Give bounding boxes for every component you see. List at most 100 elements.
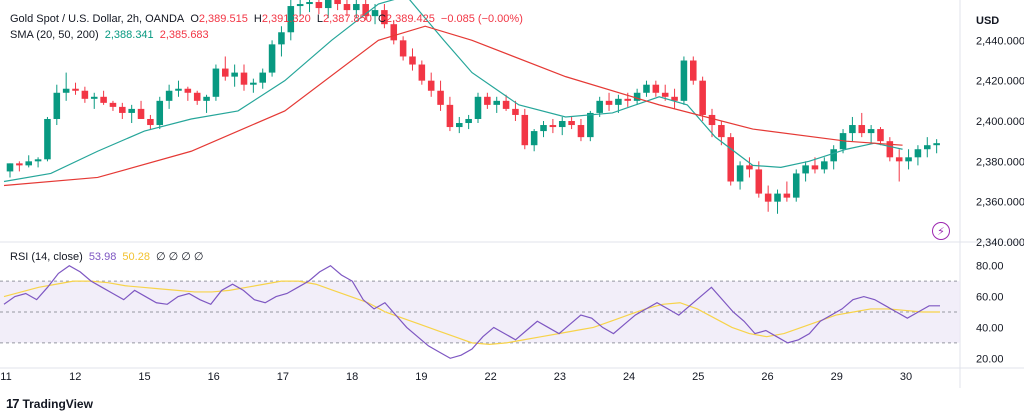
rsi-tick-label: 80.00 [976, 261, 1004, 273]
candle-body [100, 96, 107, 103]
candle-body [605, 100, 613, 105]
rsi-ma-line [3, 280, 940, 346]
candle-body [109, 102, 117, 107]
rsi-tick-label: 60.00 [976, 292, 1004, 304]
candle-body [381, 10, 388, 25]
candle-body [764, 193, 772, 202]
time-tick-label: 18 [346, 371, 358, 383]
time-tick-label: 19 [415, 371, 427, 383]
rsi-value: 53.98 [88, 251, 117, 263]
candle-body [474, 96, 482, 119]
candle-body [521, 114, 529, 146]
candle-body [633, 92, 641, 101]
price-tick-label: 2,380.000 [976, 156, 1024, 168]
time-tick-label: 15 [138, 371, 150, 383]
candle-body [465, 118, 472, 124]
candle-body [278, 32, 285, 45]
currency-label: USD [976, 15, 1000, 27]
candle-body [34, 159, 42, 162]
candle-body [334, 0, 341, 5]
candle-body [643, 84, 650, 93]
candle-body [708, 114, 716, 126]
candle-body [849, 125, 856, 134]
candle-body [821, 161, 828, 170]
candle-body [456, 123, 463, 128]
h-value: 2,391.320 [261, 13, 311, 25]
candle-body [72, 88, 79, 91]
c-value: 2,389.425 [385, 13, 435, 25]
candle-body [699, 80, 706, 115]
candle-body [53, 92, 61, 119]
candle-body [231, 72, 238, 77]
l-value: 2,387.850 [322, 13, 372, 25]
rsi-tick-label: 40.00 [976, 322, 1004, 334]
candle-body [867, 129, 875, 134]
candle-body [624, 98, 632, 101]
l-label: L [316, 13, 323, 25]
candle-body [409, 56, 416, 65]
price-tick-label: 2,420.000 [976, 76, 1024, 88]
candle-body [324, 0, 332, 9]
candle-body [727, 137, 734, 182]
candle-body [165, 90, 173, 101]
candle-body [306, 2, 313, 5]
candle-body [193, 92, 201, 101]
sma-value-2: 2,385.683 [159, 29, 209, 41]
candle-body [175, 88, 182, 91]
candle-body [16, 163, 23, 166]
change-value: −0.085 (−0.00%) [440, 13, 523, 25]
candle-body [830, 149, 837, 162]
candle-body [493, 100, 500, 105]
candle-body [399, 40, 407, 57]
candle-body [792, 173, 800, 198]
rsi-line [3, 264, 940, 359]
o-value: 2,389.515 [198, 13, 248, 25]
candle-body [6, 163, 14, 172]
candle-body [615, 98, 622, 105]
candle-body [418, 64, 426, 81]
candle-body [652, 84, 660, 93]
candle-body [119, 106, 126, 113]
candle-body [512, 108, 519, 115]
candle-body [736, 165, 744, 182]
time-tick-label: 17 [277, 371, 289, 383]
candle-body [811, 165, 819, 170]
candle-body [184, 88, 192, 93]
candle-body [914, 149, 922, 158]
candle-body [427, 80, 435, 91]
candle-body [156, 100, 164, 126]
price-legend: Gold Spot / U.S. Dollar, 2h, OANDA O2,38… [10, 12, 526, 26]
candle-body [933, 143, 940, 146]
candle-body [287, 6, 295, 33]
branding-text: TradingView [22, 396, 93, 411]
time-tick-label: 30 [900, 371, 912, 383]
candle-body [250, 82, 257, 85]
lightning-icon[interactable]: ⚡ [932, 222, 950, 240]
candle-body [212, 68, 220, 97]
rsi-ma-value: 50.28 [122, 251, 150, 263]
candle-body [390, 24, 398, 41]
candle-body [44, 118, 51, 160]
candle-body [540, 125, 547, 132]
candle-body [222, 68, 229, 77]
sma-value-1: 2,388.341 [104, 29, 154, 41]
candle-body [62, 88, 70, 93]
candle-body [362, 4, 369, 17]
candle-body [924, 145, 931, 150]
price-tick-label: 2,340.000 [976, 237, 1024, 249]
candle-body [147, 118, 154, 126]
candle-body [718, 125, 725, 138]
c-label: C [377, 13, 386, 25]
candle-body [296, 4, 304, 7]
rsi-label: RSI (14, close) [10, 251, 83, 263]
candle-body [530, 131, 538, 146]
time-tick-label: 12 [69, 371, 81, 383]
candle-body [596, 100, 603, 113]
candle-body [577, 125, 585, 138]
candle-body [886, 141, 894, 158]
candle-body [353, 4, 360, 11]
candle-body [90, 96, 98, 99]
time-tick-label: 16 [208, 371, 220, 383]
candle-body [137, 108, 145, 119]
candle-body [203, 96, 210, 101]
